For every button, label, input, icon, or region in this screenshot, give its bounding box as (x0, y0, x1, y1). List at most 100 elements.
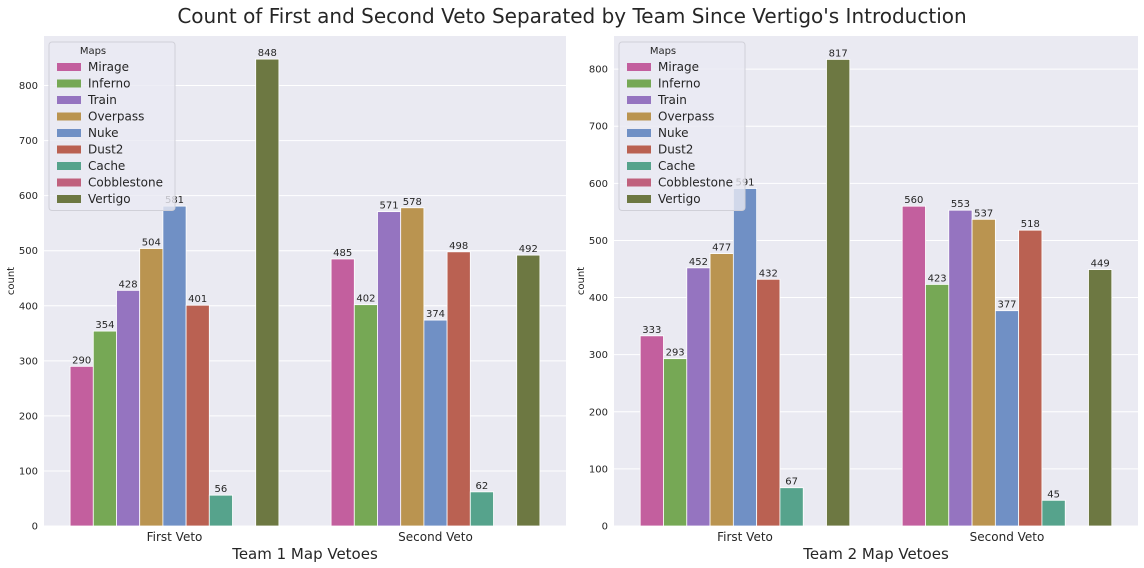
bar-mirage (901, 205, 926, 527)
bar-value-label: 377 (997, 300, 1016, 311)
bar-value-label: 354 (95, 320, 114, 331)
figure-title: Count of First and Second Veto Separated… (177, 4, 967, 28)
bar-nuke (732, 188, 758, 527)
legend-swatch (627, 112, 651, 121)
bar-value-label: 428 (119, 279, 138, 290)
y-tick-label: 700 (589, 122, 608, 133)
chart-panel-2: 0 100 200 300 400 500 600 700 800 count 333 293 452 4… (576, 36, 1138, 563)
legend-swatch (57, 162, 81, 170)
legend-swatch (57, 63, 81, 71)
legend-title: Maps (650, 46, 676, 57)
y-axis-label: count (576, 267, 587, 295)
legend-entry: Inferno (88, 77, 130, 91)
bar-value-label: 401 (188, 294, 207, 305)
bar-value-label: 402 (356, 294, 375, 305)
bar-value-label: 290 (72, 355, 91, 366)
y-tick-label: 0 (32, 522, 38, 533)
bar-cache (469, 491, 494, 527)
bar-mirage (330, 258, 355, 527)
bar-value-label: 449 (1091, 259, 1110, 270)
legend-swatch (627, 145, 651, 154)
y-tick-label: 0 (602, 522, 608, 533)
bar-dust2 (446, 251, 471, 527)
bar-value-label: 62 (476, 481, 489, 492)
bar-value-label: 477 (712, 243, 731, 254)
legend-swatch (627, 129, 651, 137)
legend-entry: Train (657, 93, 687, 107)
bar-value-label: 423 (928, 273, 947, 284)
bar-overpass (971, 218, 996, 527)
legend-title: Maps (80, 46, 106, 57)
legend-entry: Vertigo (658, 192, 701, 206)
bar-value-label: 537 (974, 208, 993, 219)
y-tick-label: 500 (19, 246, 38, 257)
x-tick-label: Second Veto (398, 530, 473, 544)
legend-swatch (57, 96, 81, 104)
bar-value-label: 578 (403, 197, 422, 208)
legend-swatch (57, 145, 81, 154)
legend-swatch (57, 112, 81, 121)
legend-swatch (57, 129, 81, 137)
bar-value-label: 293 (666, 348, 685, 359)
bar-cache (1041, 499, 1066, 527)
legend-swatch (57, 178, 81, 187)
bar-value-label: 485 (333, 248, 352, 259)
bar-value-label: 498 (449, 241, 468, 252)
legend-entry: Nuke (658, 126, 689, 140)
y-tick-label: 300 (589, 350, 608, 361)
x-tick-label: First Veto (717, 530, 773, 544)
y-tick-label: 400 (19, 301, 38, 312)
y-tick-label: 300 (19, 356, 38, 367)
bar-value-label: 553 (951, 199, 970, 210)
bar-vertigo (826, 59, 851, 527)
legend-swatch (627, 195, 651, 203)
bar-value-label: 504 (142, 238, 161, 249)
y-tick-label: 600 (19, 191, 38, 202)
bar-value-label: 571 (380, 201, 399, 212)
bar-value-label: 848 (258, 48, 277, 59)
legend-entry: Cobblestone (658, 176, 733, 190)
y-tick-label: 200 (589, 407, 608, 418)
y-tick-label: 100 (589, 464, 608, 475)
bar-value-label: 560 (904, 195, 923, 206)
bar-cache (208, 494, 233, 527)
bar-dust2 (185, 304, 210, 527)
legend-entry: Mirage (88, 60, 129, 74)
legend-swatch (57, 79, 81, 88)
legend-entry: Cache (88, 159, 125, 173)
bar-train (948, 209, 973, 527)
x-axis-label: Team 1 Map Vetoes (231, 545, 378, 563)
bar-mirage (639, 335, 664, 527)
bar-nuke (423, 319, 448, 527)
bar-value-label: 374 (426, 309, 445, 320)
bar-inferno (663, 358, 688, 527)
legend-swatch (627, 162, 651, 170)
legend-entry: Overpass (658, 110, 714, 124)
bar-value-label: 518 (1021, 219, 1040, 230)
legend-swatch (627, 178, 651, 187)
y-tick-label: 800 (19, 81, 38, 92)
y-tick-label: 400 (589, 293, 608, 304)
bar-train (377, 211, 402, 527)
legend-swatch (627, 63, 651, 71)
legend-entry: Mirage (658, 60, 699, 74)
bar-train (116, 289, 141, 527)
legend-entry: Dust2 (88, 143, 123, 157)
x-axis-label: Team 2 Map Vetoes (802, 545, 949, 563)
bar-inferno (92, 330, 117, 527)
bar-overpass (400, 207, 425, 527)
y-tick-label: 700 (19, 136, 38, 147)
bar-value-label: 432 (759, 268, 778, 279)
bar-vertigo (516, 254, 541, 527)
bar-value-label: 67 (785, 477, 798, 488)
bar-dust2 (756, 278, 781, 527)
legend-entry: Nuke (88, 126, 119, 140)
x-tick-label: Second Veto (970, 530, 1045, 544)
legend-entry: Inferno (658, 77, 700, 91)
legend-entry: Train (87, 93, 117, 107)
bar-train (686, 267, 711, 527)
bar-vertigo (255, 58, 280, 527)
bar-nuke (162, 205, 187, 527)
bar-dust2 (1018, 229, 1043, 527)
